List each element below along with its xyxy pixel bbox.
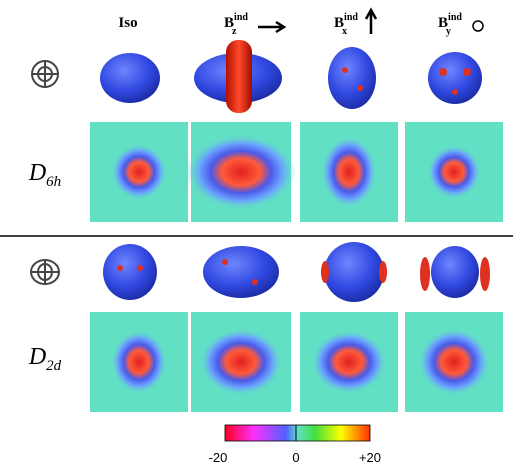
row-label: D2d <box>28 344 62 374</box>
label-base: D <box>28 160 46 186</box>
label-sub: z <box>232 26 237 37</box>
isosurface <box>100 40 482 113</box>
label-sub: y <box>446 26 451 37</box>
arrow <box>258 22 284 32</box>
label-sub: x <box>342 26 347 37</box>
label-sup: ind <box>448 12 462 23</box>
molecule-icon <box>32 61 58 87</box>
column-header: Iso <box>118 15 137 31</box>
label-base: Iso <box>118 15 137 31</box>
colorbar-label: +20 <box>359 450 381 465</box>
arrow <box>366 10 376 34</box>
label-sub: 6h <box>46 174 61 190</box>
label-sub: 2d <box>46 358 62 374</box>
figure: -20 0 +20 IsoBindzBindxBindyD6hD2d <box>0 0 513 466</box>
shielding-map <box>90 312 503 412</box>
direction-symbol <box>473 21 483 31</box>
row-label: D6h <box>28 160 61 190</box>
colorbar <box>225 425 370 441</box>
colorbar-label: 0 <box>292 450 299 465</box>
colorbar-label: -20 <box>209 450 228 465</box>
molecule-icon <box>31 260 59 284</box>
shielding-map <box>90 122 503 222</box>
label-sup: ind <box>344 12 358 23</box>
isosurface <box>103 242 490 302</box>
label-base: D <box>28 344 46 370</box>
label-sup: ind <box>234 12 248 23</box>
